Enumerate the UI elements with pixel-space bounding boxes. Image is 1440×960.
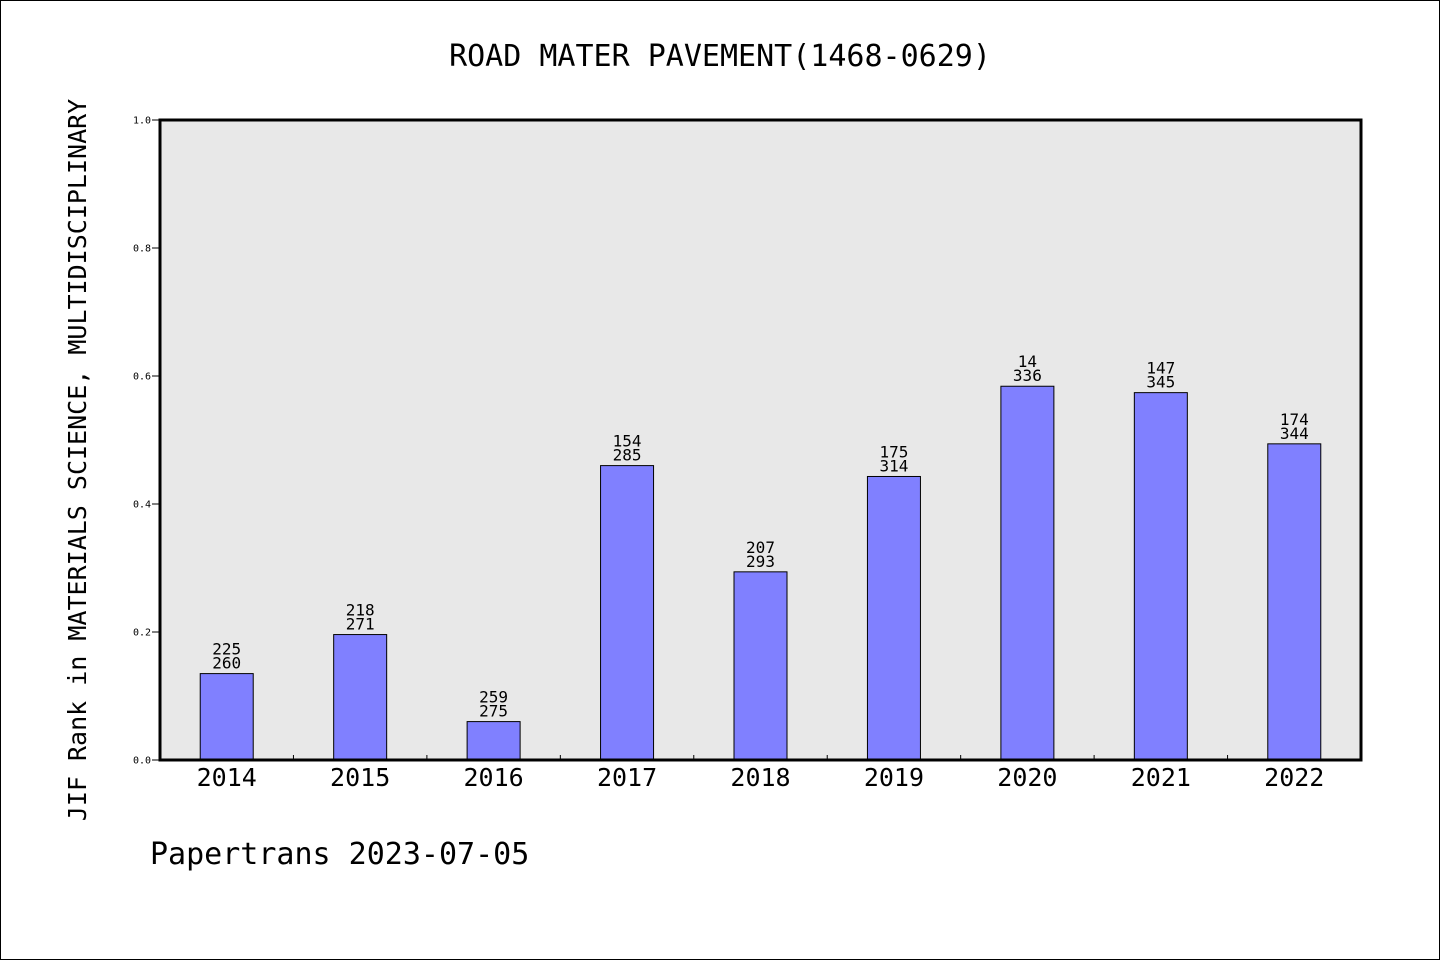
x-tick-label: 2015 <box>330 763 390 792</box>
bar-2016 <box>466 721 521 761</box>
bar-2019 <box>866 475 921 761</box>
bar-rank-label: 225 <box>212 640 241 659</box>
bar-total-label: 275 <box>479 702 508 721</box>
plot-border <box>158 118 1363 762</box>
x-tick-label: 2016 <box>464 763 524 792</box>
y-tick-label: 0.2 <box>133 628 151 639</box>
bar-2014 <box>199 673 254 761</box>
x-tick-label: 2018 <box>730 763 790 792</box>
y-tick-label: 0.6 <box>133 372 151 383</box>
chart-title: ROAD MATER PAVEMENT(1468-0629) <box>449 39 991 74</box>
y-axis-label: JIF Rank in MATERIALS SCIENCE, MULTIDISC… <box>63 99 92 821</box>
bar-rank-label: 174 <box>1280 410 1309 429</box>
x-tick-label: 2019 <box>864 763 924 792</box>
x-tick-label: 2020 <box>997 763 1057 792</box>
x-tick-label: 2021 <box>1131 763 1191 792</box>
bar-2021 <box>1133 392 1188 761</box>
bar-2018 <box>733 571 788 761</box>
y-tick-label: 1.0 <box>133 116 151 127</box>
x-tick-label: 2017 <box>597 763 657 792</box>
bar-2017 <box>600 465 655 761</box>
bar-2022 <box>1267 443 1322 761</box>
x-tick-label: 2022 <box>1264 763 1324 792</box>
x-axis-ticks: 2014 2015 2016 2017 2018 2019 2020 2021 2022 <box>197 755 1324 792</box>
bar-total-label: 285 <box>613 446 642 465</box>
y-tick-label: 0.4 <box>133 500 151 511</box>
bar-total-label: 336 <box>1013 366 1042 385</box>
bars-group <box>199 385 1322 761</box>
footer-credit: Papertrans 2023-07-05 <box>150 837 529 872</box>
bar-rank-label: 14 <box>1018 352 1037 371</box>
x-tick-label: 2014 <box>197 763 257 792</box>
bar-2020 <box>1000 385 1055 761</box>
bar-total-label: 271 <box>346 615 375 634</box>
bar-total-label: 345 <box>1146 373 1175 392</box>
bar-rank-label: 154 <box>613 432 642 451</box>
y-tick-label: 0.8 <box>133 244 151 255</box>
bar-2015 <box>333 634 388 761</box>
bar-total-label: 293 <box>746 552 775 571</box>
bar-total-label: 344 <box>1280 424 1309 443</box>
y-axis-ticks: 0.0 0.2 0.4 0.6 0.8 1.0 <box>133 116 160 767</box>
bar-rank-label: 218 <box>346 601 375 620</box>
y-tick-label: 0.0 <box>133 756 151 767</box>
bar-total-label: 314 <box>879 456 908 475</box>
bar-rank-label: 147 <box>1146 359 1175 378</box>
bar-rank-label: 207 <box>746 538 775 557</box>
bar-rank-label: 175 <box>879 442 908 461</box>
bar-total-label: 260 <box>212 654 241 673</box>
bar-rank-label: 259 <box>479 688 508 707</box>
